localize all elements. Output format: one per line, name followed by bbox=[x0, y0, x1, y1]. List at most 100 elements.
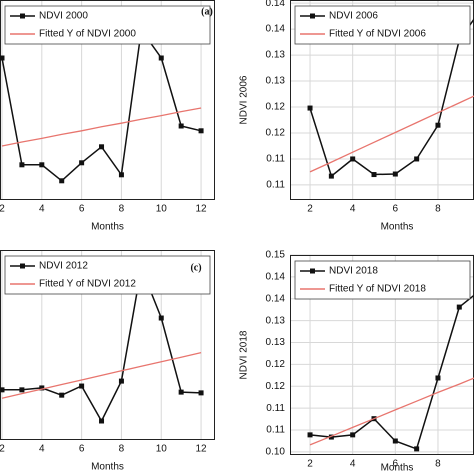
y-tick-label: 0.11 bbox=[266, 425, 285, 436]
legend-label: NDVI 2012 bbox=[39, 261, 88, 272]
x-tick-label: 2 bbox=[0, 444, 5, 455]
data-point bbox=[198, 390, 204, 396]
legend-label: Fitted Y of NDVI 2018 bbox=[329, 284, 426, 295]
x-tick-label: 2 bbox=[0, 204, 5, 215]
y-tick-label: 0.14 bbox=[266, 293, 286, 304]
legend-marker bbox=[20, 13, 25, 19]
panel: 2 4 6 8 10 12 Months NDVI 2000 Fitted Y of NDVI … bbox=[0, 0, 215, 233]
data-point bbox=[158, 315, 164, 321]
y-tick-label: 0.12 bbox=[266, 128, 286, 139]
data-point bbox=[392, 171, 398, 177]
legend-box bbox=[4, 255, 211, 295]
fit-line bbox=[1, 351, 202, 399]
panel-label: (c) bbox=[190, 262, 201, 273]
data-point bbox=[19, 162, 25, 168]
data-point bbox=[79, 160, 85, 166]
y-tick-label: 0.12 bbox=[266, 359, 286, 370]
fit-line bbox=[1, 107, 202, 147]
plot bbox=[307, 294, 474, 452]
legend-box bbox=[294, 260, 471, 300]
x-tick-label: 8 bbox=[119, 444, 125, 455]
y-tick-label: 0.13 bbox=[266, 315, 286, 326]
plot bbox=[307, 17, 474, 179]
data-point bbox=[307, 105, 313, 111]
x-tick-label: 6 bbox=[393, 459, 399, 470]
data-point bbox=[118, 378, 124, 384]
y-axis-label: NDVI 2018 bbox=[239, 330, 250, 379]
y-tick-label: 0.13 bbox=[266, 76, 286, 87]
panel: 2 4 6 8 10 12 Months NDVI 2012 Fitted Y of NDVI … bbox=[0, 250, 215, 473]
x-tick-label: 8 bbox=[435, 459, 441, 470]
data-point bbox=[328, 434, 334, 440]
data-point bbox=[19, 387, 25, 393]
x-tick-label: 10 bbox=[156, 444, 168, 455]
data-point bbox=[350, 156, 356, 162]
data-point bbox=[456, 304, 462, 310]
data-point bbox=[59, 392, 65, 398]
data-point bbox=[350, 432, 356, 438]
data-point bbox=[99, 144, 105, 150]
x-tick-label: 4 bbox=[350, 204, 356, 215]
x-axis-label: Months bbox=[91, 222, 124, 233]
y-tick-label: 0.14 bbox=[266, 272, 286, 283]
legend-box bbox=[4, 5, 211, 45]
data-point bbox=[59, 178, 65, 184]
data-point bbox=[0, 387, 5, 393]
x-tick-label: 12 bbox=[196, 204, 208, 215]
legend-label: NDVI 2000 bbox=[39, 11, 88, 22]
panel: 0.15 0.14 0.14 0.13 0.13 0.12 0.12 0.11 0.11 0.10… bbox=[239, 250, 474, 474]
legend-label: NDVI 2018 bbox=[329, 266, 378, 277]
legend-label: Fitted Y of NDVI 2006 bbox=[329, 29, 426, 40]
x-tick-label: 8 bbox=[119, 204, 125, 215]
x-axis-label: Months bbox=[381, 463, 414, 474]
x-tick-label: 4 bbox=[39, 204, 45, 215]
y-tick-label: 0.13 bbox=[266, 337, 286, 348]
x-tick-label: 8 bbox=[435, 204, 441, 215]
data-point bbox=[307, 432, 313, 438]
data-point bbox=[0, 55, 5, 61]
x-axis-label: Months bbox=[381, 222, 414, 233]
data-point bbox=[414, 446, 420, 452]
legend-marker bbox=[310, 13, 315, 19]
legend-box bbox=[294, 5, 471, 45]
data-point bbox=[414, 156, 420, 162]
x-tick-label: 6 bbox=[79, 204, 85, 215]
y-tick-label: 0.11 bbox=[266, 180, 285, 191]
x-tick-label: 10 bbox=[156, 204, 168, 215]
data-point bbox=[158, 55, 164, 61]
fit-line bbox=[309, 377, 474, 446]
legend-label: Fitted Y of NDVI 2000 bbox=[39, 29, 136, 40]
data-line bbox=[1, 28, 202, 182]
y-tick-label: 0.13 bbox=[266, 50, 286, 61]
legend-marker bbox=[310, 268, 315, 274]
data-point bbox=[435, 375, 441, 381]
fit-line bbox=[309, 95, 474, 173]
panel-label: (a) bbox=[201, 6, 213, 17]
x-tick-label: 6 bbox=[393, 204, 399, 215]
y-axis-label: NDVI 2006 bbox=[239, 75, 250, 124]
data-point bbox=[435, 122, 441, 128]
y-tick-label: 0.14 bbox=[266, 24, 286, 35]
data-point bbox=[178, 389, 184, 395]
x-tick-label: 4 bbox=[350, 459, 356, 470]
y-tick-label: 0.11 bbox=[266, 403, 285, 414]
data-line bbox=[309, 294, 474, 450]
data-point bbox=[118, 172, 124, 178]
x-axis-label: Months bbox=[91, 462, 124, 473]
plot bbox=[0, 265, 204, 424]
y-tick-label: 0.10 bbox=[266, 447, 286, 458]
plot-frame bbox=[0, 0, 215, 200]
legend-label: Fitted Y of NDVI 2012 bbox=[39, 279, 136, 290]
x-tick-label: 12 bbox=[196, 444, 208, 455]
y-tick-label: 0.15 bbox=[266, 250, 286, 261]
x-tick-label: 4 bbox=[39, 444, 45, 455]
data-point bbox=[392, 438, 398, 444]
legend-label: NDVI 2006 bbox=[329, 11, 378, 22]
data-point bbox=[39, 162, 45, 168]
legend-marker bbox=[20, 263, 25, 269]
y-tick-label: 0.11 bbox=[266, 154, 285, 165]
panel: 0.14 0.14 0.13 0.13 0.12 0.12 0.11 0.11 2 4 6 8 Mont… bbox=[239, 0, 474, 233]
x-tick-label: 6 bbox=[79, 444, 85, 455]
x-tick-label: 2 bbox=[307, 204, 313, 215]
